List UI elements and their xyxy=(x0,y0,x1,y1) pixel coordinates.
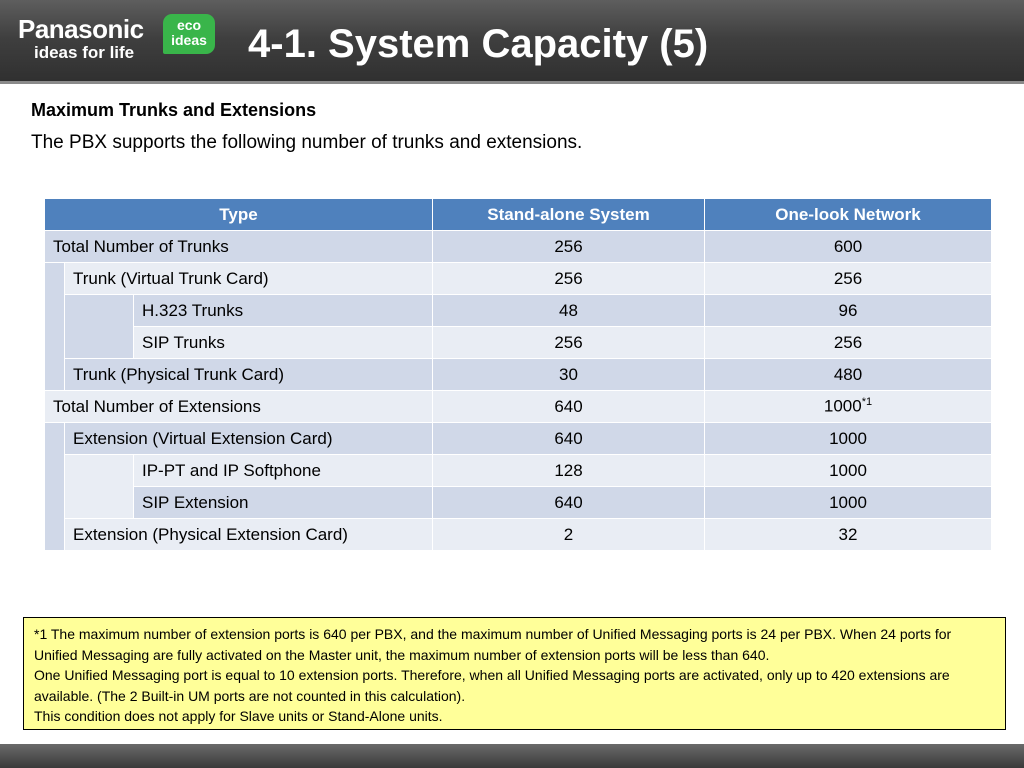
slide-title: 4-1. System Capacity (5) xyxy=(248,22,709,66)
standalone-value: 128 xyxy=(432,454,705,487)
table-row: Trunk (Physical Trunk Card) 30 480 xyxy=(45,358,992,391)
onelook-value: 96 xyxy=(704,294,992,327)
standalone-value: 2 xyxy=(432,518,705,551)
table-row: SIP Trunks 256 256 xyxy=(45,326,992,359)
eco-logo-line1: eco xyxy=(176,17,202,33)
row-label: SIP Trunks xyxy=(133,326,433,359)
onelook-value: 480 xyxy=(704,358,992,391)
onelook-value: 256 xyxy=(704,326,992,359)
onelook-value: 1000*1 xyxy=(704,390,992,423)
onelook-value: 1000 xyxy=(704,454,992,487)
row-label: SIP Extension xyxy=(133,486,433,519)
table-row: Total Number of Trunks 256 600 xyxy=(44,230,992,263)
row-label: Extension (Physical Extension Card) xyxy=(64,518,433,551)
capacity-table: Type Stand-alone System One-look Network… xyxy=(44,198,992,551)
panasonic-logo: Panasonic ideas for life xyxy=(18,16,144,63)
standalone-value: 640 xyxy=(432,422,705,455)
footnote-line: This condition does not apply for Slave … xyxy=(34,708,443,724)
standalone-value: 640 xyxy=(432,486,705,519)
row-label: H.323 Trunks xyxy=(133,294,433,327)
row-label: Trunk (Physical Trunk Card) xyxy=(64,358,433,391)
standalone-value: 48 xyxy=(432,294,705,327)
table-row: IP-PT and IP Softphone 128 1000 xyxy=(45,454,992,519)
row-label: Extension (Virtual Extension Card) xyxy=(64,422,433,455)
table-row: SIP Extension 640 1000 xyxy=(45,486,992,519)
slide-header: Panasonic ideas for life eco ideas 4-1. … xyxy=(0,0,1024,84)
header-onelook: One-look Network xyxy=(704,198,992,231)
brand-name: Panasonic xyxy=(18,14,144,44)
header-standalone: Stand-alone System xyxy=(432,198,705,231)
eco-ideas-logo: eco ideas xyxy=(163,14,215,54)
table-row: H.323 Trunks 48 96 xyxy=(45,294,992,359)
footnote-line: *1 The maximum number of extension ports… xyxy=(34,626,952,663)
standalone-value: 30 xyxy=(432,358,705,391)
indent-cell xyxy=(64,454,134,519)
table-row: Total Number of Extensions 640 1000*1 xyxy=(44,390,992,423)
eco-logo-line2: ideas xyxy=(171,32,207,48)
onelook-value-text: 1000 xyxy=(823,396,862,416)
footnote-line: One Unified Messaging port is equal to 1… xyxy=(34,667,950,704)
brand-tagline: ideas for life xyxy=(34,43,135,62)
onelook-value: 1000 xyxy=(704,486,992,519)
table-row: Trunk (Virtual Trunk Card) 256 256 xyxy=(44,262,992,391)
row-label: IP-PT and IP Softphone xyxy=(133,454,433,487)
footnote-marker: *1 xyxy=(861,396,873,409)
table-row: Extension (Virtual Extension Card) 640 1… xyxy=(44,422,992,551)
onelook-value: 1000 xyxy=(704,422,992,455)
row-label: Total Number of Extensions xyxy=(44,390,433,423)
row-label: Trunk (Virtual Trunk Card) xyxy=(64,262,433,295)
standalone-value: 256 xyxy=(432,326,705,359)
slide-footer-bar xyxy=(0,744,1024,768)
section-subheading: Maximum Trunks and Extensions xyxy=(31,100,317,120)
standalone-value: 256 xyxy=(432,230,705,263)
onelook-value: 32 xyxy=(704,518,992,551)
header-type: Type xyxy=(44,198,433,231)
standalone-value: 256 xyxy=(432,262,705,295)
indent-cell xyxy=(44,262,65,391)
standalone-value: 640 xyxy=(432,390,705,423)
table-header-row: Type Stand-alone System One-look Network xyxy=(44,198,992,231)
intro-text: The PBX supports the following number of… xyxy=(31,132,583,153)
onelook-value: 256 xyxy=(704,262,992,295)
onelook-value: 600 xyxy=(704,230,992,263)
row-label: Total Number of Trunks xyxy=(44,230,433,263)
indent-cell xyxy=(44,422,65,551)
footnote-box: *1 The maximum number of extension ports… xyxy=(23,617,1006,730)
table-row: Extension (Physical Extension Card) 2 32 xyxy=(45,518,992,551)
indent-cell xyxy=(64,294,134,359)
